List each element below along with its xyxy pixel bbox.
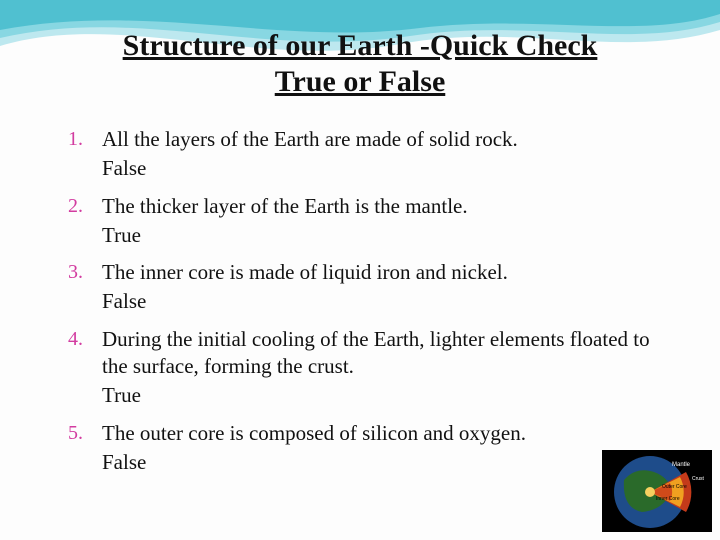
- list-item: 2. The thicker layer of the Earth is the…: [68, 193, 670, 256]
- item-statement: All the layers of the Earth are made of …: [102, 126, 670, 153]
- item-statement: The inner core is made of liquid iron an…: [102, 259, 670, 286]
- item-number: 3.: [68, 259, 102, 284]
- item-answer: False: [102, 155, 670, 182]
- label-outer-core: Outer Core: [662, 484, 687, 490]
- item-body: The outer core is composed of silicon an…: [102, 420, 670, 483]
- label-crust: Crust: [692, 476, 705, 482]
- title-line-1: Structure of our Earth -Quick Check: [50, 28, 670, 64]
- item-answer: False: [102, 449, 670, 476]
- item-body: During the initial cooling of the Earth,…: [102, 326, 670, 416]
- earth-cross-section-icon: Mantle Outer Core Inner Core Crust: [602, 450, 712, 532]
- list-item: 5. The outer core is composed of silicon…: [68, 420, 670, 483]
- item-statement: During the initial cooling of the Earth,…: [102, 326, 670, 381]
- item-number: 1.: [68, 126, 102, 151]
- list-item: 4. During the initial cooling of the Ear…: [68, 326, 670, 416]
- question-list: 1. All the layers of the Earth are made …: [50, 126, 670, 482]
- label-inner-core: Inner Core: [656, 496, 680, 502]
- item-answer: True: [102, 222, 670, 249]
- item-statement: The thicker layer of the Earth is the ma…: [102, 193, 670, 220]
- item-body: The thicker layer of the Earth is the ma…: [102, 193, 670, 256]
- item-number: 2.: [68, 193, 102, 218]
- label-mantle: Mantle: [672, 462, 691, 468]
- item-number: 4.: [68, 326, 102, 351]
- list-item: 3. The inner core is made of liquid iron…: [68, 259, 670, 322]
- item-statement: The outer core is composed of silicon an…: [102, 420, 670, 447]
- list-item: 1. All the layers of the Earth are made …: [68, 126, 670, 189]
- item-answer: False: [102, 288, 670, 315]
- item-number: 5.: [68, 420, 102, 445]
- item-body: The inner core is made of liquid iron an…: [102, 259, 670, 322]
- page-title: Structure of our Earth -Quick Check True…: [50, 28, 670, 100]
- item-body: All the layers of the Earth are made of …: [102, 126, 670, 189]
- slide-content: Structure of our Earth -Quick Check True…: [0, 0, 720, 482]
- item-answer: True: [102, 382, 670, 409]
- title-line-2: True or False: [50, 64, 670, 100]
